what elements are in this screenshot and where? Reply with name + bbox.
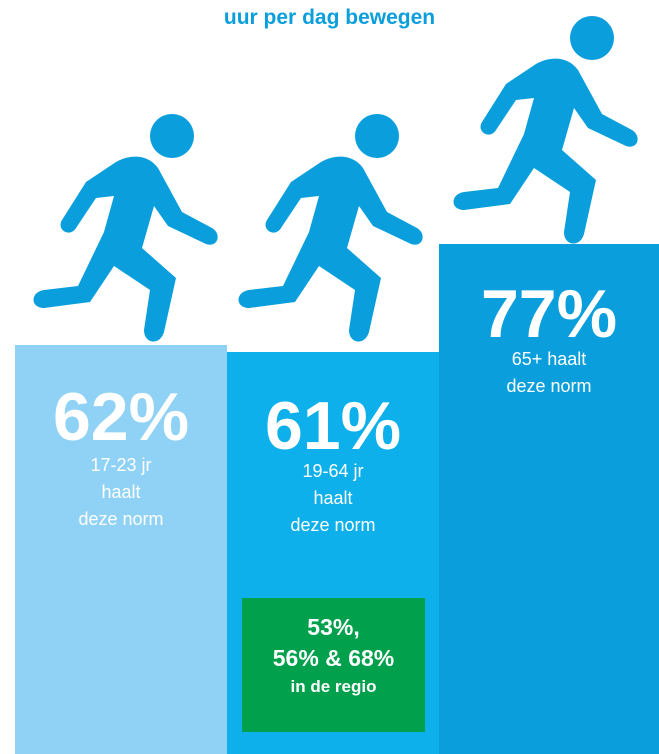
bar-17-23: 62% 17-23 jr haalt deze norm bbox=[15, 345, 227, 754]
bar-value-label: 62% bbox=[52, 379, 190, 455]
regio-line-3: in de regio bbox=[290, 677, 377, 696]
bar-value-label: 61% bbox=[264, 388, 402, 464]
running-person-icon bbox=[238, 114, 423, 342]
chart-title: uur per dag bewegen bbox=[223, 6, 436, 29]
bar-caption: 17-23 jr haalt deze norm bbox=[78, 455, 164, 529]
bar-caption: 19-64 jr haalt deze norm bbox=[290, 461, 376, 535]
running-person-icon bbox=[33, 114, 218, 342]
regio-line-2: 56% & 68% bbox=[272, 645, 395, 671]
bar-65-plus: 77% 65+ haalt deze norm bbox=[439, 244, 659, 754]
bar-value-label: 77% bbox=[480, 276, 618, 352]
bar-caption: 65+ haalt deze norm bbox=[506, 349, 592, 396]
regio-box: 53%, 56% & 68% in de regio bbox=[242, 598, 425, 732]
running-person-icon bbox=[453, 16, 638, 244]
regio-line-1: 53%, bbox=[307, 614, 360, 640]
